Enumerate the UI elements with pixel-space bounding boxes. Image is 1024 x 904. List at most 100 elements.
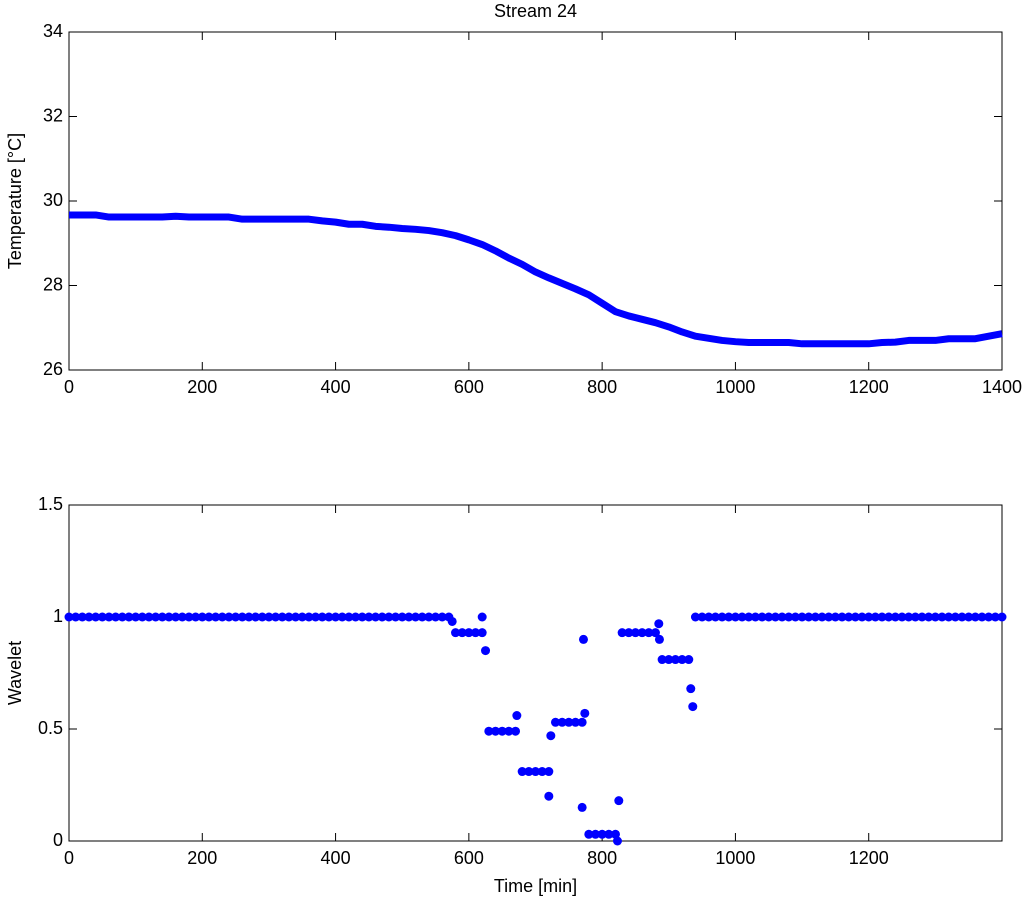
data-point <box>211 612 221 622</box>
data-point <box>617 628 627 638</box>
y-tick-label: 1.5 <box>38 494 63 514</box>
data-point <box>191 612 201 622</box>
data-point <box>917 612 927 622</box>
data-point <box>437 612 447 622</box>
data-point <box>344 612 354 622</box>
data-point <box>724 612 734 622</box>
x-tick-label: 1000 <box>715 848 755 868</box>
data-point <box>124 612 134 622</box>
data-point <box>544 791 554 801</box>
data-point <box>637 628 647 638</box>
data-point <box>417 612 427 622</box>
data-point <box>990 612 1000 622</box>
data-point <box>970 612 980 622</box>
data-point <box>237 612 247 622</box>
data-point <box>824 612 834 622</box>
data-point <box>144 612 154 622</box>
x-tick-label: 200 <box>187 377 217 397</box>
data-point <box>730 612 740 622</box>
data-point <box>511 726 521 736</box>
data-point <box>84 612 94 622</box>
data-point <box>624 628 634 638</box>
data-point <box>650 628 660 638</box>
subplot: 0 200 400 600 800 1000 1200 1400 26 28 30 32 34 Strea… <box>5 1 1022 397</box>
data-point <box>697 612 707 622</box>
data-line <box>69 211 1003 348</box>
y-tick-label: 26 <box>43 359 63 379</box>
data-point <box>804 612 814 622</box>
y-axis-label: Temperature [°C] <box>5 133 25 269</box>
data-point <box>844 612 854 622</box>
data-point <box>317 612 327 622</box>
data-point <box>930 612 940 622</box>
data-point <box>612 836 622 846</box>
data-point <box>910 612 920 622</box>
data-point <box>481 646 491 656</box>
data-point <box>531 767 540 777</box>
data-point <box>224 612 234 622</box>
data-point <box>117 612 127 622</box>
data-point <box>171 612 181 622</box>
data-point <box>710 612 720 622</box>
x-tick-label: 600 <box>454 848 484 868</box>
x-axis-label: Time [min] <box>494 876 577 896</box>
data-point <box>564 717 574 727</box>
data-point <box>377 612 387 622</box>
chart-title: Stream 24 <box>494 1 577 21</box>
data-point <box>512 711 522 721</box>
data-point <box>597 829 607 839</box>
data-point <box>870 612 880 622</box>
data-point <box>614 796 624 806</box>
data-point <box>570 717 580 727</box>
data-point <box>217 612 227 622</box>
data-point <box>750 612 760 622</box>
data-point <box>984 612 994 622</box>
data-point <box>557 717 567 727</box>
x-tick-label: 1200 <box>849 848 889 868</box>
x-tick-label: 400 <box>321 848 351 868</box>
data-point <box>688 702 698 712</box>
data-point <box>397 612 407 622</box>
data-point <box>524 767 534 777</box>
data-point <box>304 612 314 622</box>
x-tick-label: 1200 <box>849 377 889 397</box>
x-tick-label: 1400 <box>982 377 1022 397</box>
data-point <box>937 612 947 622</box>
data-point <box>64 612 74 622</box>
data-point <box>477 612 487 622</box>
data-point <box>950 612 960 622</box>
data-point <box>578 634 588 644</box>
data-point <box>364 612 374 622</box>
data-point <box>197 612 207 622</box>
data-point <box>884 612 894 622</box>
subplot: 0 200 400 600 800 1000 1200 0 0.5 1 1.5 Time [min] W… <box>5 494 1007 896</box>
x-tick-label: 0 <box>64 848 74 868</box>
y-tick-label: 34 <box>43 21 63 41</box>
data-point <box>324 612 334 622</box>
data-point <box>477 628 487 638</box>
data-point <box>654 634 664 644</box>
data-point <box>131 612 141 622</box>
data-point <box>630 628 640 638</box>
data-point <box>177 612 187 622</box>
data-point <box>686 684 696 694</box>
data-point <box>264 612 274 622</box>
data-point <box>451 628 461 638</box>
y-tick-label: 32 <box>43 105 63 125</box>
data-point <box>184 612 194 622</box>
x-tick-label: 600 <box>454 377 484 397</box>
data-point <box>484 726 494 736</box>
data-point <box>977 612 987 622</box>
data-point <box>391 612 401 622</box>
data-point <box>231 612 241 622</box>
data-point <box>677 655 687 665</box>
data-point <box>431 612 441 622</box>
data-point <box>944 612 954 622</box>
data-point <box>151 612 161 622</box>
data-point <box>351 612 361 622</box>
data-point <box>537 767 547 777</box>
data-point <box>657 655 667 665</box>
data-point <box>890 612 900 622</box>
data-point <box>311 612 321 622</box>
data-point <box>904 612 914 622</box>
